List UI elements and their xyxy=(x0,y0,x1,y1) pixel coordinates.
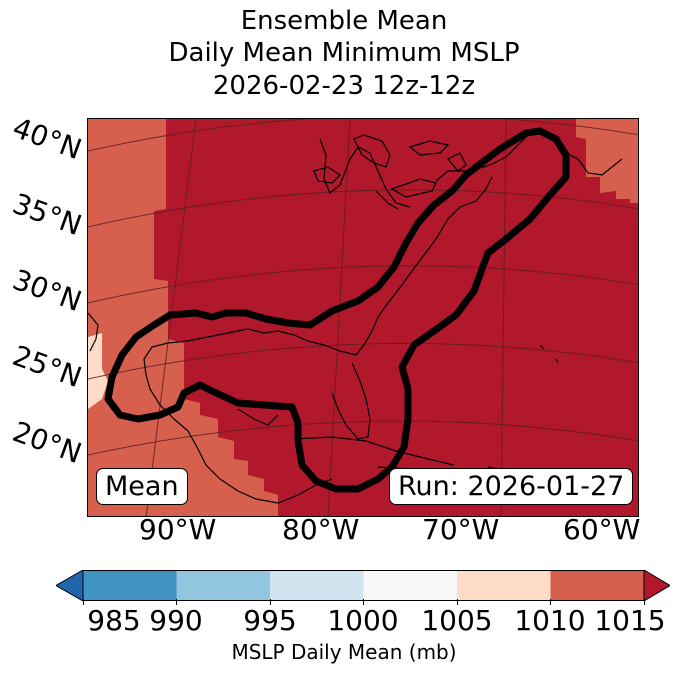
field-1010-1015-west xyxy=(88,119,278,516)
lat-label-20n: 20°N xyxy=(8,414,86,471)
lon-label-60w: 60°W xyxy=(563,513,641,546)
mean-label-box: Mean xyxy=(96,468,188,505)
lat-label-30n: 30°N xyxy=(8,262,86,319)
colorbar-extend-low xyxy=(56,570,84,601)
lon-label-90w: 90°W xyxy=(139,513,217,546)
colorbar-bin-1010-1015 xyxy=(550,570,644,601)
colorbar xyxy=(56,570,670,601)
lon-label-70w: 70°W xyxy=(422,513,500,546)
colorbar-extend-high xyxy=(643,570,670,601)
lat-label-25n: 25°N xyxy=(8,338,86,395)
colorbar-bin-1005-1010 xyxy=(457,570,551,601)
field-1010-1015-northeast xyxy=(576,119,638,203)
title-line-2: Daily Mean Minimum MSLP xyxy=(168,38,520,68)
title-line-1: Ensemble Mean xyxy=(240,6,448,36)
colorbar-bin-995-1000 xyxy=(270,570,364,601)
colorbar-bin-990-995 xyxy=(176,570,270,601)
title-line-3: 2026-02-23 12z-12z xyxy=(212,71,476,101)
lat-label-40n: 40°N xyxy=(8,110,86,167)
lat-label-35n: 35°N xyxy=(8,186,86,243)
colorbar-tick-1010: 1010 xyxy=(514,604,586,637)
graticule-parallels xyxy=(88,119,638,456)
colorbar-bin-1000-1005 xyxy=(363,570,457,601)
colorbar-tick-990: 990 xyxy=(149,604,203,637)
run-date-box: Run: 2026-01-27 xyxy=(389,468,634,505)
map-panel: Mean Run: 2026-01-27 xyxy=(87,118,639,517)
colorbar-tick-985: 985 xyxy=(87,604,141,637)
map-canvas xyxy=(88,119,638,516)
pressure-contour-1015 xyxy=(104,127,570,493)
colorbar-label: MSLP Daily Mean (mb) xyxy=(231,640,457,664)
colorbar-bin-985-990 xyxy=(83,570,177,601)
colorbar-tick-1005: 1005 xyxy=(421,604,493,637)
field-1005-1010 xyxy=(88,333,108,409)
colorbar-tick-1015: 1015 xyxy=(594,604,666,637)
lon-label-80w: 80°W xyxy=(282,513,360,546)
colorbar-tick-995: 995 xyxy=(243,604,297,637)
colorbar-tick-1000: 1000 xyxy=(327,604,399,637)
